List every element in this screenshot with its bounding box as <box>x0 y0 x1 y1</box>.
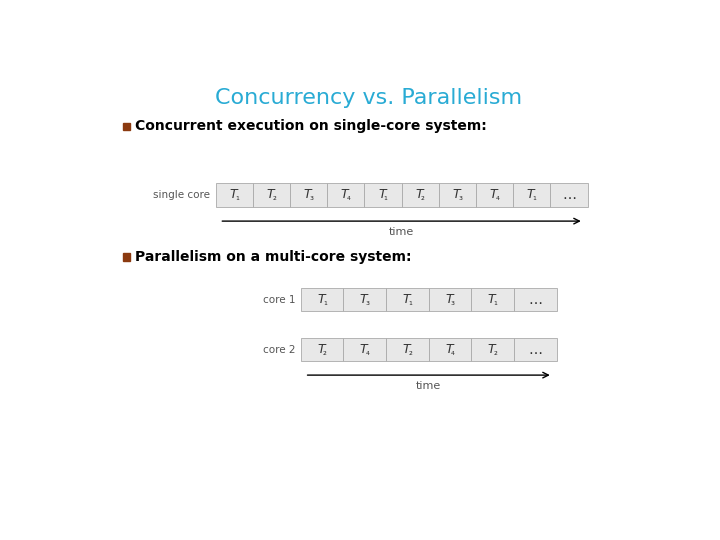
Text: Concurrent execution on single-core system:: Concurrent execution on single-core syst… <box>135 119 487 133</box>
Text: ₃: ₃ <box>310 192 313 202</box>
Text: T: T <box>360 343 367 356</box>
Text: Parallelism on a multi-core system:: Parallelism on a multi-core system: <box>135 251 411 264</box>
FancyBboxPatch shape <box>253 183 290 207</box>
Text: T: T <box>266 188 274 201</box>
Text: T: T <box>415 188 423 201</box>
Text: T: T <box>487 343 495 356</box>
Text: time: time <box>416 381 441 391</box>
FancyBboxPatch shape <box>215 183 253 207</box>
FancyBboxPatch shape <box>550 183 588 207</box>
FancyBboxPatch shape <box>301 338 343 361</box>
Text: ₄: ₄ <box>366 347 369 356</box>
FancyBboxPatch shape <box>122 123 130 130</box>
Text: ₃: ₃ <box>366 296 369 307</box>
FancyBboxPatch shape <box>513 183 550 207</box>
FancyBboxPatch shape <box>428 338 472 361</box>
Text: ₁: ₁ <box>384 192 387 202</box>
Text: core 2: core 2 <box>263 345 295 355</box>
Text: ₁: ₁ <box>533 192 536 202</box>
Text: ₃: ₃ <box>451 296 455 307</box>
Text: ₂: ₂ <box>421 192 425 202</box>
Text: T: T <box>341 188 348 201</box>
Text: …: … <box>562 188 576 202</box>
FancyBboxPatch shape <box>386 338 428 361</box>
Text: T: T <box>304 188 311 201</box>
Text: T: T <box>452 188 460 201</box>
Text: T: T <box>445 293 453 306</box>
Text: …: … <box>528 343 542 357</box>
FancyBboxPatch shape <box>476 183 513 207</box>
Text: T: T <box>402 293 410 306</box>
Text: T: T <box>317 293 325 306</box>
Text: ₁: ₁ <box>235 192 239 202</box>
Text: T: T <box>487 293 495 306</box>
FancyBboxPatch shape <box>343 288 386 311</box>
FancyBboxPatch shape <box>472 338 514 361</box>
FancyBboxPatch shape <box>364 183 402 207</box>
FancyBboxPatch shape <box>428 288 472 311</box>
FancyBboxPatch shape <box>514 338 557 361</box>
Text: ₁: ₁ <box>408 296 412 307</box>
Text: …: … <box>528 293 542 307</box>
Text: ₄: ₄ <box>451 347 454 356</box>
Text: T: T <box>527 188 534 201</box>
FancyBboxPatch shape <box>438 183 476 207</box>
FancyBboxPatch shape <box>327 183 364 207</box>
Text: time: time <box>389 227 414 237</box>
FancyBboxPatch shape <box>472 288 514 311</box>
Text: T: T <box>378 188 386 201</box>
FancyBboxPatch shape <box>122 253 130 261</box>
Text: ₂: ₂ <box>323 347 327 356</box>
Text: T: T <box>445 343 453 356</box>
FancyBboxPatch shape <box>402 183 438 207</box>
Text: T: T <box>229 188 237 201</box>
Text: T: T <box>402 343 410 356</box>
Text: T: T <box>317 343 325 356</box>
Text: ₂: ₂ <box>272 192 276 202</box>
Text: ₁: ₁ <box>493 296 498 307</box>
Text: ₁: ₁ <box>323 296 327 307</box>
Text: ₂: ₂ <box>493 347 498 356</box>
Text: ₃: ₃ <box>458 192 462 202</box>
FancyBboxPatch shape <box>290 183 327 207</box>
FancyBboxPatch shape <box>301 288 343 311</box>
Text: ₄: ₄ <box>346 192 351 202</box>
Text: core 1: core 1 <box>263 295 295 305</box>
Text: single core: single core <box>153 190 210 200</box>
Text: Concurrency vs. Parallelism: Concurrency vs. Parallelism <box>215 88 523 108</box>
Text: ₂: ₂ <box>408 347 412 356</box>
Text: ₄: ₄ <box>495 192 499 202</box>
Text: T: T <box>490 188 498 201</box>
FancyBboxPatch shape <box>343 338 386 361</box>
FancyBboxPatch shape <box>386 288 428 311</box>
FancyBboxPatch shape <box>514 288 557 311</box>
Text: T: T <box>360 293 367 306</box>
